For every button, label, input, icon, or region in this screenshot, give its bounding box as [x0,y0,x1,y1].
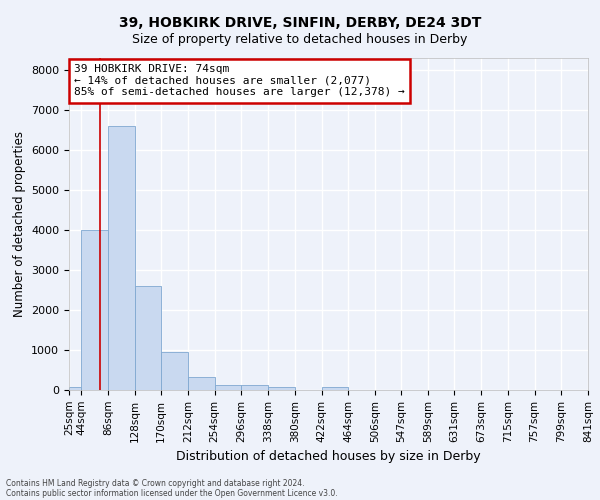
Bar [108,126,134,390]
Bar [69,387,81,390]
Text: Contains public sector information licensed under the Open Government Licence v3: Contains public sector information licen… [6,488,338,498]
Text: 39 HOBKIRK DRIVE: 74sqm
← 14% of detached houses are smaller (2,077)
85% of semi: 39 HOBKIRK DRIVE: 74sqm ← 14% of detache… [74,64,405,98]
X-axis label: Distribution of detached houses by size in Derby: Distribution of detached houses by size … [176,450,481,463]
Bar [322,387,348,390]
Text: Size of property relative to detached houses in Derby: Size of property relative to detached ho… [133,32,467,46]
Bar [134,286,161,390]
Bar [268,387,295,390]
Text: Contains HM Land Registry data © Crown copyright and database right 2024.: Contains HM Land Registry data © Crown c… [6,478,305,488]
Bar [241,385,268,390]
Y-axis label: Number of detached properties: Number of detached properties [13,130,26,317]
Text: 39, HOBKIRK DRIVE, SINFIN, DERBY, DE24 3DT: 39, HOBKIRK DRIVE, SINFIN, DERBY, DE24 3… [119,16,481,30]
Bar [161,352,188,390]
Bar [81,230,108,390]
Bar [188,377,215,390]
Bar [215,385,241,390]
